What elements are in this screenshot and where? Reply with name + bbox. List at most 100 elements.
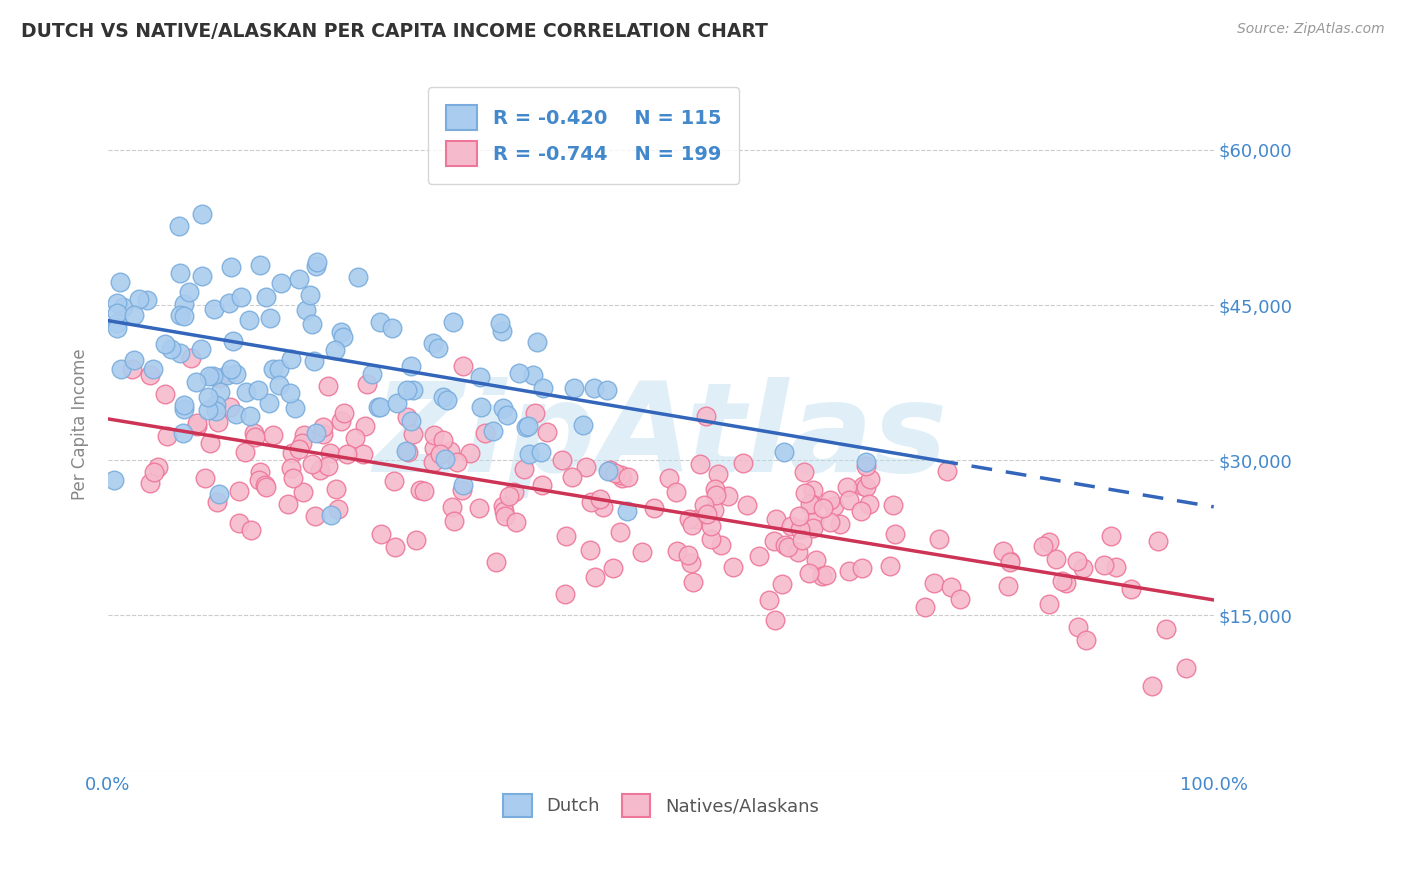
Point: [219, 362, 242, 376]
Point: [208, 487, 231, 501]
Point: [503, 485, 526, 500]
Point: [243, 430, 266, 444]
Point: [1067, 620, 1090, 634]
Point: [429, 447, 451, 461]
Point: [325, 483, 347, 497]
Point: [198, 368, 221, 383]
Point: [238, 409, 260, 424]
Point: [787, 508, 810, 523]
Point: [583, 570, 606, 584]
Point: [735, 498, 758, 512]
Point: [882, 498, 904, 512]
Point: [801, 483, 824, 497]
Point: [852, 479, 875, 493]
Point: [301, 457, 323, 471]
Point: [643, 500, 665, 515]
Point: [758, 593, 780, 607]
Point: [312, 419, 335, 434]
Point: [229, 290, 252, 304]
Point: [301, 318, 323, 332]
Point: [830, 516, 852, 531]
Point: [1174, 661, 1197, 675]
Point: [513, 461, 536, 475]
Point: [384, 540, 406, 554]
Point: [423, 441, 446, 455]
Point: [316, 379, 339, 393]
Point: [665, 484, 688, 499]
Point: [291, 484, 314, 499]
Point: [838, 493, 860, 508]
Point: [721, 559, 744, 574]
Point: [685, 512, 707, 526]
Point: [288, 272, 311, 286]
Point: [855, 455, 877, 469]
Point: [799, 566, 821, 581]
Point: [205, 404, 228, 418]
Point: [492, 504, 515, 518]
Point: [451, 483, 474, 498]
Point: [494, 509, 516, 524]
Point: [207, 416, 229, 430]
Point: [689, 457, 711, 471]
Point: [399, 414, 422, 428]
Point: [837, 479, 859, 493]
Point: [396, 409, 419, 424]
Point: [332, 329, 354, 343]
Point: [253, 477, 276, 491]
Point: [1052, 574, 1074, 589]
Point: [855, 480, 877, 494]
Point: [218, 401, 240, 415]
Point: [695, 409, 717, 423]
Point: [292, 428, 315, 442]
Point: [111, 300, 134, 314]
Point: [254, 289, 277, 303]
Point: [269, 361, 291, 376]
Point: [676, 548, 699, 562]
Point: [169, 346, 191, 360]
Point: [575, 460, 598, 475]
Text: Source: ZipAtlas.com: Source: ZipAtlas.com: [1237, 22, 1385, 37]
Point: [551, 452, 574, 467]
Point: [748, 549, 770, 563]
Point: [823, 499, 845, 513]
Point: [801, 521, 824, 535]
Point: [562, 381, 585, 395]
Point: [173, 309, 195, 323]
Point: [318, 446, 340, 460]
Point: [596, 384, 619, 398]
Point: [267, 378, 290, 392]
Point: [354, 419, 377, 434]
Point: [343, 431, 366, 445]
Point: [142, 361, 165, 376]
Point: [1066, 554, 1088, 568]
Point: [169, 219, 191, 234]
Point: [402, 383, 425, 397]
Point: [770, 577, 793, 591]
Point: [105, 321, 128, 335]
Point: [609, 525, 631, 540]
Point: [208, 385, 231, 400]
Point: [820, 515, 842, 529]
Point: [700, 519, 723, 533]
Point: [156, 428, 179, 442]
Point: [679, 556, 702, 570]
Point: [517, 447, 540, 461]
Point: [284, 401, 307, 415]
Point: [108, 275, 131, 289]
Point: [1092, 558, 1115, 572]
Point: [446, 455, 468, 469]
Point: [922, 576, 945, 591]
Point: [681, 518, 703, 533]
Point: [139, 475, 162, 490]
Point: [936, 464, 959, 478]
Point: [385, 396, 408, 410]
Point: [398, 444, 420, 458]
Point: [432, 390, 454, 404]
Point: [1140, 679, 1163, 693]
Point: [281, 446, 304, 460]
Point: [793, 466, 815, 480]
Point: [128, 292, 150, 306]
Point: [194, 471, 217, 485]
Point: [879, 559, 901, 574]
Point: [302, 354, 325, 368]
